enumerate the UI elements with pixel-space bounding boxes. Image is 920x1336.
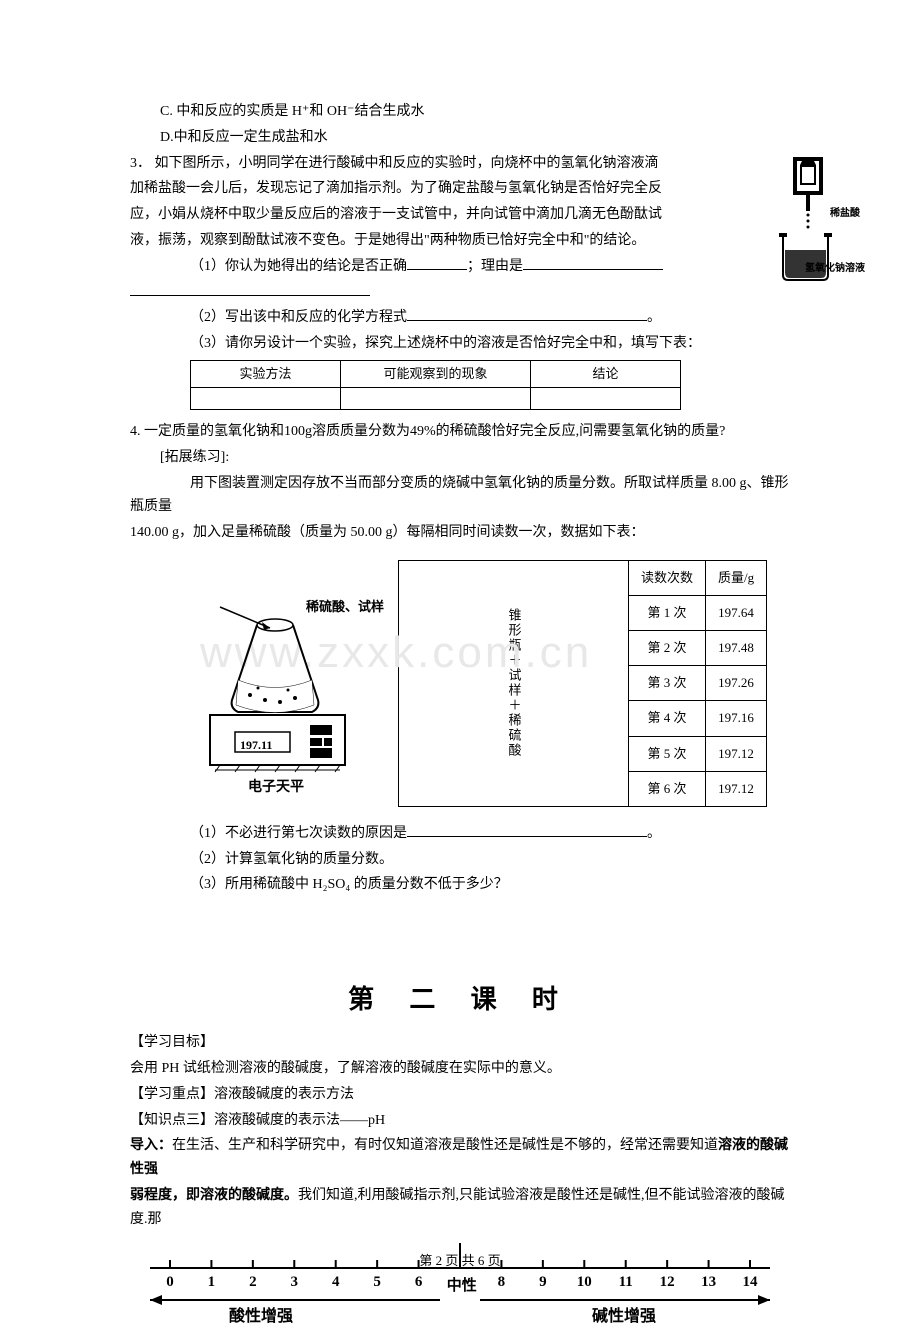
hcl-label: 稀盐酸 (830, 205, 860, 222)
ext-sub2: （2）计算氢氧化钠的质量分数。 (130, 848, 790, 872)
row2-n: 第 2 次 (628, 631, 705, 666)
row5-v: 197.12 (705, 736, 766, 771)
ext-p2: 140.00 g，加入足量稀硫酸（质量为 50.00 g）每隔相同时间读数一次，… (130, 521, 790, 545)
obj-head: 【学习目标】 (130, 1031, 790, 1055)
page-footer: 第 2 页 共 6 页 (0, 1250, 920, 1272)
intro-txt-1: 在生活、生产和科学研究中，有时仅知道溶液是酸性还是碱性是不够的，经常还需要知道 (172, 1138, 718, 1153)
ph-tick-label: 11 (619, 1270, 633, 1296)
balance-figure: 稀硫酸、试样 197.11 电子天平 (180, 560, 390, 795)
blank (407, 836, 647, 837)
q3-intro-3: 应，小娟从烧杯中取少量反应后的溶液于一支试管中，并向试管中滴加几滴无色酚酞试 (130, 203, 790, 227)
q3-sub3: （3）请你另设计一个实验，探究上述烧杯中的溶液是否恰好完全中和，填写下表： (130, 332, 790, 356)
section-2-title: 第 二 课 时 (130, 977, 790, 1021)
experiment-table: 实验方法 可能观察到的现象 结论 (190, 360, 681, 410)
q3-sub2-text: （2）写出该中和反应的化学方程式 (190, 310, 407, 325)
focus-head: 【学习重点】溶液酸碱度的表示方法 (130, 1083, 790, 1107)
row3-v: 197.26 (705, 666, 766, 701)
ph-tick-label: 2 (249, 1270, 257, 1296)
q3-sub1-b: ；理由是 (467, 259, 523, 274)
ph-tick-label: 1 (208, 1270, 216, 1296)
row2-v: 197.48 (705, 631, 766, 666)
ph-tick-label: 0 (166, 1270, 174, 1296)
ph-tick-label: 9 (539, 1270, 547, 1296)
ext-head: [拓展练习]: (130, 446, 790, 470)
row6-v: 197.12 (705, 771, 766, 806)
ph-tick-label: 8 (498, 1270, 506, 1296)
row4-n: 第 4 次 (628, 701, 705, 736)
row1-v: 197.64 (705, 596, 766, 631)
row1-n: 第 1 次 (628, 596, 705, 631)
td-empty (341, 388, 531, 410)
q4: 4. 一定质量的氢氧化钠和100g溶质质量分数为49%的稀硫酸恰好完全反应,问需… (130, 420, 790, 444)
ext-sub1-text: （1）不必进行第七次读数的原因是 (190, 826, 407, 841)
fig-label-b: 电子天平 (248, 776, 304, 800)
ph-tick-label: 3 (291, 1270, 299, 1296)
blank (407, 320, 647, 321)
naoh-label: 氢氧化钠溶液 (805, 260, 865, 277)
ph-tick-label: 5 (373, 1270, 381, 1296)
intro-bold: 导入： (130, 1138, 172, 1153)
q3-sub1: （1）你认为她得出的结论是否正确 ；理由是 (130, 255, 790, 279)
ph-tick-label: 14 (743, 1270, 758, 1296)
q3-intro-4: 液，振荡，观察到酚酞试液不变色。于是她得出"两种物质已恰好完全中和"的结论。 (130, 229, 790, 253)
ph-tick-label: 12 (660, 1270, 675, 1296)
blank (523, 269, 663, 270)
th-phenomenon: 可能观察到的现象 (341, 360, 531, 387)
blank (130, 295, 370, 296)
ph-tick-label: 6 (415, 1270, 423, 1296)
row5-n: 第 5 次 (628, 736, 705, 771)
q3-intro-2: 加稀盐酸一会儿后，发现忘记了滴加指示剂。为了确定盐酸与氢氧化钠是否恰好完全反 (130, 177, 790, 201)
option-d: D.中和反应一定生成盐和水 (130, 126, 790, 150)
option-c: C. 中和反应的实质是 H⁺和 OH⁻结合生成水 (130, 100, 790, 124)
th-count: 读数次数 (628, 561, 705, 596)
vcell-label: 锥形瓶＋试样＋稀硫酸 (399, 561, 629, 807)
q3-sub2: （2）写出该中和反应的化学方程式。 (130, 306, 790, 330)
intro-bold-2: 弱程度，即溶液的酸碱度。 (130, 1188, 298, 1203)
td-empty (191, 388, 341, 410)
ph-left-label: 酸性增强 (229, 1303, 293, 1330)
row4-v: 197.16 (705, 701, 766, 736)
kp-head: 【知识点三】溶液酸碱度的表示法——pH (130, 1109, 790, 1133)
figure-block: 稀硫酸、试样 197.11 电子天平 锥形瓶＋试样＋稀硫酸 读数次数 质量/g … (180, 560, 790, 807)
q3-intro-1: 3． 如下图所示，小明同学在进行酸碱中和反应的实验时，向烧杯中的氢氧化钠溶液滴 (130, 152, 790, 176)
row6-n: 第 6 次 (628, 771, 705, 806)
document-content: C. 中和反应的实质是 H⁺和 OH⁻结合生成水 D.中和反应一定生成盐和水 稀… (130, 100, 790, 1328)
balance-reading: 197.11 (240, 735, 272, 755)
ext-p1: 用下图装置测定因存放不当而部分变质的烧碱中氢氧化钠的质量分数。所取试样质量 8.… (130, 472, 790, 520)
ext-sub1: （1）不必进行第七次读数的原因是。 (130, 822, 790, 846)
blank-line (130, 281, 790, 305)
q3-sub1-text: （1）你认为她得出的结论是否正确 (190, 259, 407, 274)
ph-mid-label: 中性 (447, 1274, 477, 1300)
intro-line-2: 弱程度，即溶液的酸碱度。我们知道,利用酸碱指示剂,只能试验溶液是酸性还是碱性,但… (130, 1184, 790, 1232)
ext-sub3: （3）所用稀硫酸中 H₂SO₄ 的质量分数不低于多少？ (130, 873, 790, 897)
blank (407, 269, 467, 270)
obj-text: 会用 PH 试纸检测溶液的酸碱度，了解溶液的酸碱度在实际中的意义。 (130, 1057, 790, 1081)
ph-tick-label: 4 (332, 1270, 340, 1296)
experiment-diagram: 稀盐酸 氢氧化钠溶液 (765, 155, 860, 295)
fig-label-a: 稀硫酸、试样 (306, 596, 384, 618)
intro-line-1: 导入：在生活、生产和科学研究中，有时仅知道溶液是酸性还是碱性是不够的，经常还需要… (130, 1134, 790, 1182)
ph-tick-label: 10 (577, 1270, 592, 1296)
ph-right-label: 碱性增强 (592, 1303, 656, 1330)
ph-tick-label: 13 (701, 1270, 716, 1296)
row3-n: 第 3 次 (628, 666, 705, 701)
data-table: 锥形瓶＋试样＋稀硫酸 读数次数 质量/g 第 1 次197.64 第 2 次19… (398, 560, 767, 807)
th-conclusion: 结论 (531, 360, 681, 387)
th-mass: 质量/g (705, 561, 766, 596)
th-method: 实验方法 (191, 360, 341, 387)
td-empty (531, 388, 681, 410)
